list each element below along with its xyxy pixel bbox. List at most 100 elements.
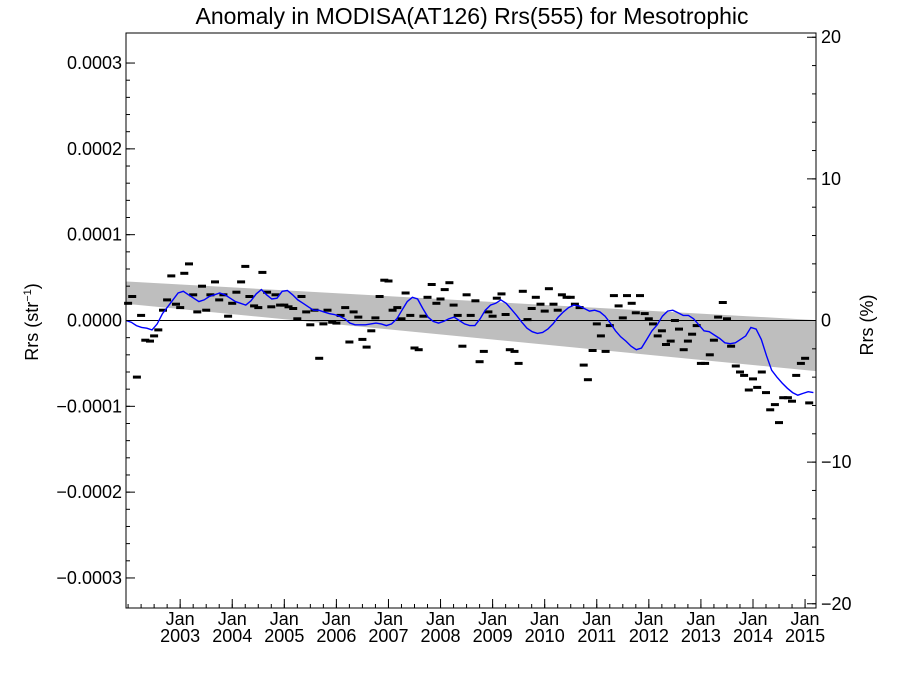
anomaly-marker xyxy=(583,378,592,382)
anomaly-marker xyxy=(163,298,172,302)
anomaly-marker xyxy=(284,305,293,309)
anomaly-marker xyxy=(371,316,380,320)
anomaly-marker xyxy=(180,271,189,275)
smoothed-series-line xyxy=(125,288,814,396)
left-y-axis-title: Rrs (str−1) xyxy=(22,283,42,361)
anomaly-marker xyxy=(636,294,644,298)
left-y-axis: 0.0003 0.0002 0.0001 0.0000 −0.0001 −0.0002 −0… xyxy=(56,53,135,588)
anomaly-marker xyxy=(228,301,237,305)
anomaly-marker xyxy=(146,339,154,343)
anomaly-marker xyxy=(514,361,523,365)
anomaly-marker xyxy=(644,317,653,321)
anomaly-marker xyxy=(762,391,770,395)
anomaly-marker xyxy=(289,307,298,310)
x-tick-year-label: 2010 xyxy=(525,626,565,646)
x-tick-year-label: 2011 xyxy=(577,626,616,646)
anomaly-marker xyxy=(423,295,432,299)
x-tick-month-label: Jan xyxy=(791,609,820,629)
anomaly-marker xyxy=(241,264,250,268)
x-axis: Jan2003Jan2004Jan2005Jan2006Jan2007Jan20… xyxy=(127,599,825,646)
anomaly-marker xyxy=(137,313,146,317)
anomaly-marker xyxy=(531,295,540,299)
anomaly-marker xyxy=(276,303,285,307)
x-tick-year-label: 2005 xyxy=(264,626,304,646)
anomaly-marker xyxy=(557,293,566,297)
anomaly-marker xyxy=(198,284,206,288)
anomaly-marker xyxy=(575,306,584,310)
anomaly-marker xyxy=(224,314,233,318)
anomaly-marker xyxy=(805,401,814,405)
anomaly-marker xyxy=(696,361,705,365)
anomaly-marker xyxy=(202,308,211,312)
anomaly-marker xyxy=(341,306,350,310)
anomaly-marker xyxy=(258,270,267,274)
anomaly-marker xyxy=(536,302,545,306)
anomaly-marker xyxy=(766,408,775,412)
anomaly-marker xyxy=(592,322,601,326)
anomaly-marker xyxy=(185,262,193,266)
anomaly-marker xyxy=(623,294,631,298)
anomaly-marker xyxy=(410,346,419,350)
anomaly-marker xyxy=(193,310,202,314)
anomaly-marker xyxy=(328,320,337,324)
anomaly-marker xyxy=(796,361,805,365)
x-tick-year-label: 2009 xyxy=(473,626,513,646)
anomaly-marker xyxy=(302,310,311,314)
anomaly-marker xyxy=(380,278,389,282)
anomaly-marker xyxy=(662,343,670,346)
anomaly-marker xyxy=(267,305,276,309)
anomaly-marker xyxy=(605,324,614,328)
anomaly-marker xyxy=(701,361,710,365)
anomaly-marker xyxy=(245,295,254,298)
anomaly-marker xyxy=(345,340,354,344)
anomaly-marker xyxy=(688,332,697,336)
anomaly-marker xyxy=(362,345,371,349)
x-tick-month-label: Jan xyxy=(426,609,455,629)
anomaly-marker xyxy=(384,279,393,283)
anomaly-marker xyxy=(319,322,328,326)
anomaly-marker xyxy=(714,315,723,319)
anomaly-marker xyxy=(250,304,259,308)
anomaly-marker xyxy=(679,348,688,352)
anomaly-marker xyxy=(172,302,180,306)
x-tick-month-label: Jan xyxy=(738,609,767,629)
anomaly-marker xyxy=(440,288,449,292)
anomaly-marker xyxy=(271,293,280,297)
anomaly-marker xyxy=(788,399,796,403)
anomaly-marker xyxy=(358,337,367,341)
anomaly-marker xyxy=(293,317,302,321)
anomaly-marker xyxy=(753,385,762,389)
anomaly-marker xyxy=(189,293,198,297)
anomaly-marker xyxy=(527,307,536,310)
anomaly-marker xyxy=(306,323,315,327)
anomaly-marker xyxy=(414,348,423,352)
anomaly-marker xyxy=(393,306,402,310)
anomaly-marker xyxy=(566,295,575,299)
anomaly-marker xyxy=(475,360,484,364)
anomaly-marker xyxy=(705,353,714,357)
anomaly-marker xyxy=(128,295,137,298)
anomaly-marker xyxy=(675,327,683,331)
anomaly-marker xyxy=(579,363,588,367)
anomaly-marker xyxy=(211,280,219,284)
anomaly-marker xyxy=(588,349,597,352)
anomaly-marker xyxy=(627,301,636,305)
anomaly-marker xyxy=(770,403,779,407)
anomaly-marker xyxy=(349,310,358,314)
anomaly-marker xyxy=(492,296,501,300)
anomaly-marker xyxy=(666,339,675,343)
right-y-axis: 20 10 0 −10 −20 xyxy=(807,27,852,614)
chart-title: Anomaly in MODISA(AT126) Rrs(555) for Me… xyxy=(195,3,748,29)
anomaly-marker xyxy=(775,421,783,425)
anomaly-marker xyxy=(649,322,657,326)
x-tick-month-label: Jan xyxy=(478,609,507,629)
anomaly-marker xyxy=(501,313,510,316)
anomaly-marker xyxy=(596,334,605,338)
anomaly-marker xyxy=(453,313,462,317)
anomaly-marker xyxy=(640,312,649,316)
anomaly-marker xyxy=(709,338,718,342)
x-tick-month-label: Jan xyxy=(218,609,247,629)
anomaly-marker xyxy=(436,297,445,301)
anomaly-marker xyxy=(150,334,159,338)
x-tick-month-label: Jan xyxy=(166,609,195,629)
